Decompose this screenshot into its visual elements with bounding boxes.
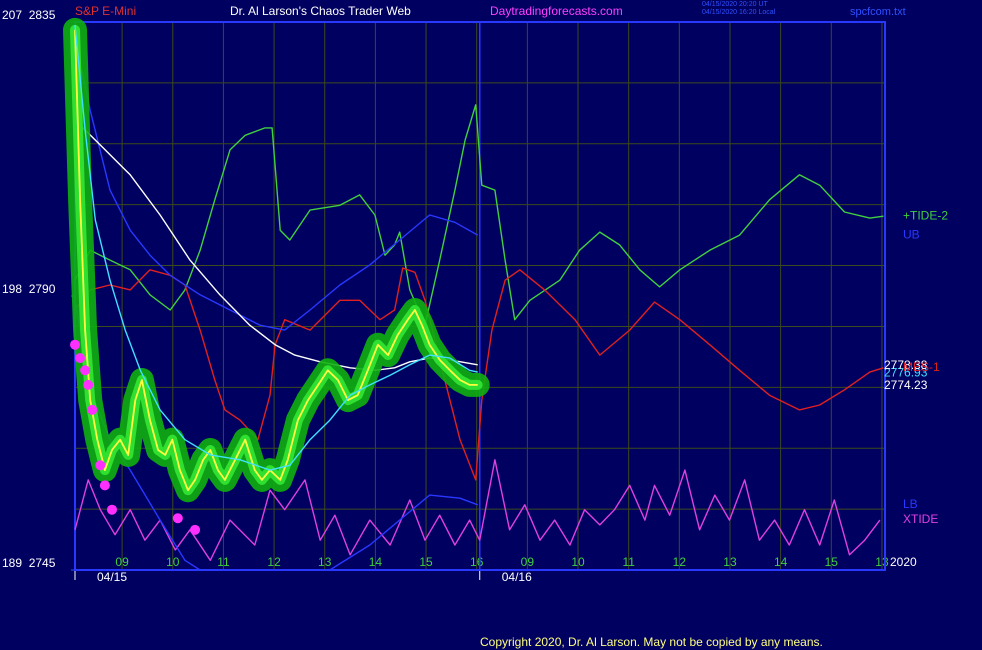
x-tick-label: 10	[571, 555, 585, 569]
file-name: spcfcom.txt	[850, 6, 906, 18]
dot	[95, 460, 106, 471]
dot	[70, 339, 80, 350]
dot	[83, 379, 94, 390]
y-tick-label: 207 2835	[2, 8, 56, 22]
x-tick-label: 16	[470, 555, 484, 569]
legend-label: LB	[903, 497, 918, 511]
chart-title: Dr. Al Larson's Chaos Trader Web	[230, 4, 411, 18]
x-tick-label: 14	[774, 555, 788, 569]
y-tick-label: 189 2745	[2, 556, 56, 570]
date-label: 04/16	[502, 570, 532, 584]
x-tick-label: 13	[875, 555, 889, 569]
series-line	[74, 24, 478, 471]
site: Daytradingforecasts.com	[490, 4, 623, 18]
series-line	[74, 40, 479, 331]
corner-text: 2020	[890, 555, 917, 569]
symbol: S&P E-Mini	[75, 4, 136, 18]
dot	[99, 480, 110, 491]
end-label: 2778.38	[884, 358, 928, 372]
x-tick-label: 11	[217, 555, 230, 569]
end-label: 2774.23	[884, 378, 928, 392]
x-tick-label: 11	[622, 555, 635, 569]
date-label: 04/15	[97, 570, 127, 584]
dot	[80, 365, 91, 376]
y-tick-label: 198 2790	[2, 282, 56, 296]
dot	[190, 524, 201, 535]
x-tick-label: 13	[318, 555, 332, 569]
series-line	[74, 29, 478, 492]
legend-label: MES-1	[903, 360, 940, 374]
x-tick-label: 10	[166, 555, 180, 569]
series-line	[74, 119, 478, 371]
legend-label: +TIDE-2	[903, 208, 948, 222]
x-tick-label: 13	[723, 555, 737, 569]
x-tick-label: 09	[115, 555, 129, 569]
dot	[75, 353, 86, 364]
stamp-local: 04/15/2020 16:20 Local	[702, 9, 776, 16]
x-tick-label: 12	[673, 555, 687, 569]
series-line	[74, 459, 881, 561]
stamp-ut: 04/15/2020 20:20 UT	[702, 1, 768, 8]
x-tick-label: 15	[825, 555, 839, 569]
legend-label: XTIDE	[903, 512, 938, 526]
series-line	[74, 104, 884, 326]
copyright: Copyright 2020, Dr. Al Larson. May not b…	[480, 635, 823, 649]
dot	[106, 504, 117, 515]
x-tick-label: 14	[369, 555, 383, 569]
dot	[172, 513, 183, 524]
dot	[87, 404, 98, 415]
end-label: 2776.93	[884, 365, 928, 379]
x-tick-label: 15	[419, 555, 433, 569]
series-line	[74, 267, 884, 481]
x-tick-label: 09	[521, 555, 535, 569]
x-tick-label: 12	[267, 555, 281, 569]
legend-label: UB	[903, 227, 920, 241]
